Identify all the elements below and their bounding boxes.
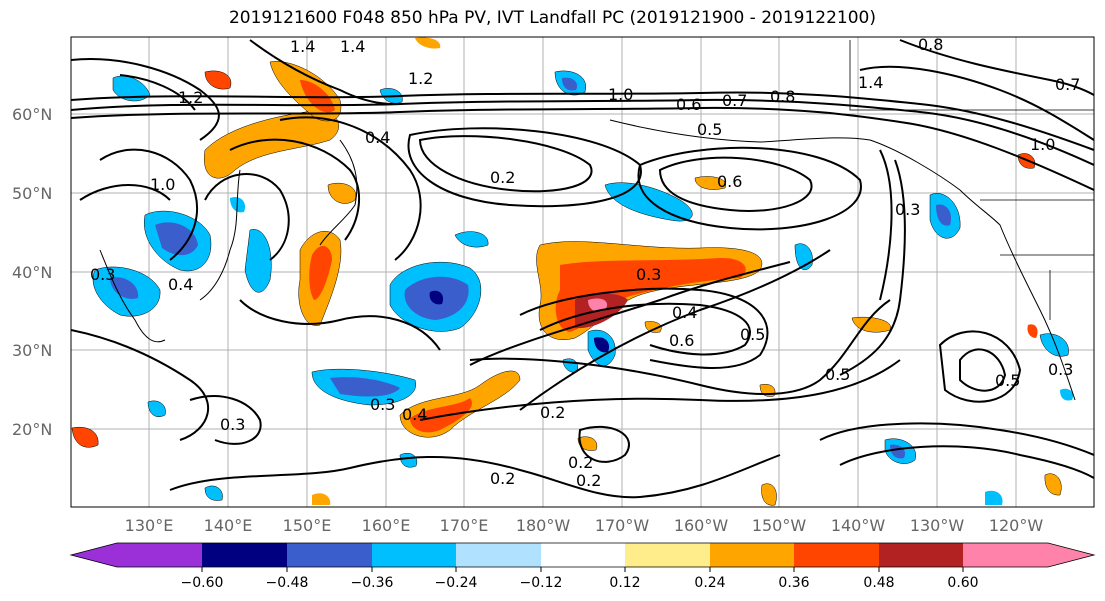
contour-label: 0.6 (717, 172, 742, 191)
contour-label: 0.7 (722, 91, 747, 110)
lon-tick-label: 170°E (440, 516, 489, 535)
contour-label: 0.4 (365, 128, 390, 147)
contour-label: 0.3 (895, 200, 920, 219)
contour-label: 1.4 (290, 37, 315, 56)
contour-label: 0.2 (576, 471, 601, 490)
lat-tick-label: 20°N (12, 420, 52, 439)
colorbar-tick-label: 0.24 (694, 575, 725, 591)
contour-label: 0.6 (676, 95, 701, 114)
contour-label: 0.3 (220, 415, 245, 434)
coastlines (99, 40, 1094, 401)
lon-tick-label: 130°W (910, 516, 965, 535)
lon-tick-labels: 130°E 140°E 150°E 160°E 170°E 180°W 170°… (125, 516, 1044, 535)
lon-tick-label: 180°W (516, 516, 571, 535)
figure-title: 2019121600 F048 850 hPa PV, IVT Landfall… (228, 8, 876, 28)
contour-label: 0.4 (402, 405, 427, 424)
lat-tick-label: 30°N (12, 341, 52, 360)
contour-label: 0.2 (490, 469, 515, 488)
colorbar-outline (69, 542, 1096, 568)
colorbar-cell (710, 543, 794, 567)
colorbar-cell (287, 543, 372, 567)
contour-label: 1.0 (1030, 135, 1055, 154)
colorbar-cell (456, 543, 541, 567)
contour-label: 0.5 (995, 371, 1020, 390)
colorbar-cell (541, 543, 625, 567)
contour-label: 1.4 (858, 73, 883, 92)
colorbar-ticks (201, 567, 964, 572)
lon-tick-label: 160°E (362, 516, 411, 535)
colorbar-cell (879, 543, 963, 567)
colorbar-cell (963, 543, 1094, 567)
contour-label: 1.4 (340, 37, 365, 56)
colorbar-cell (625, 543, 710, 567)
lon-tick-label: 160°W (674, 516, 729, 535)
lat-tick-labels: 60°N 50°N 40°N 30°N 20°N (12, 105, 52, 439)
colorbar-tick-label: 0.60 (947, 575, 978, 591)
contour-label: 0.6 (669, 331, 694, 350)
contour-label: 0.3 (90, 265, 115, 284)
contour-label: 0.2 (490, 168, 515, 187)
colorbar-tick-label: 0.36 (778, 575, 809, 591)
contour-label: 0.5 (825, 365, 850, 384)
contour-label: 0.3 (1048, 360, 1073, 379)
contour-label: 1.0 (608, 85, 633, 104)
contour-label: 0.2 (568, 453, 593, 472)
lon-tick-label: 150°W (752, 516, 807, 535)
pv-fill-negative (92, 70, 1074, 505)
colorbar: −0.60 −0.48 −0.36 −0.24 −0.12 0.12 0.24 … (69, 542, 1096, 591)
contour-label: 0.4 (168, 275, 193, 294)
colorbar-tick-label: 0.48 (863, 575, 894, 591)
lon-tick-label: 140°W (831, 516, 886, 535)
lat-tick-label: 60°N (12, 105, 52, 124)
lon-tick-label: 150°E (283, 516, 332, 535)
contour-label: 0.3 (370, 395, 395, 414)
lon-tick-label: 140°E (204, 516, 253, 535)
contour-label: 0.3 (636, 265, 661, 284)
pv-contours (71, 39, 1094, 499)
lon-tick-label: 120°W (989, 516, 1044, 535)
colorbar-tick-label: −0.36 (351, 575, 394, 591)
contour-label: 0.5 (740, 325, 765, 344)
colorbar-cell (794, 543, 879, 567)
colorbar-tick-label: 0.12 (609, 575, 640, 591)
lon-tick-label: 170°W (595, 516, 650, 535)
colorbar-tick-label: −0.12 (520, 575, 563, 591)
contour-label: 1.2 (178, 88, 203, 107)
lat-tick-label: 40°N (12, 263, 52, 282)
contour-label: 0.4 (672, 303, 697, 322)
contour-label: 0.8 (770, 87, 795, 106)
contour-label: 0.5 (697, 120, 722, 139)
colorbar-cell (202, 543, 287, 567)
lon-tick-label: 130°E (125, 516, 174, 535)
contour-label-group: 1.4 1.4 1.2 1.2 1.0 1.0 0.8 0.7 0.6 0.5 … (90, 35, 1080, 490)
contour-label: 0.7 (1055, 75, 1080, 94)
map-border (70, 36, 1095, 508)
contour-label: 0.8 (918, 35, 943, 54)
colorbar-tick-label: −0.48 (266, 575, 309, 591)
lat-tick-label: 50°N (12, 184, 52, 203)
contour-label: 0.2 (540, 403, 565, 422)
colorbar-cell (71, 543, 202, 567)
colorbar-tick-label: −0.24 (435, 575, 478, 591)
contour-label: 1.0 (150, 175, 175, 194)
colorbar-tick-label: −0.60 (181, 575, 224, 591)
colorbar-cell (372, 543, 456, 567)
contour-label: 1.2 (408, 69, 433, 88)
